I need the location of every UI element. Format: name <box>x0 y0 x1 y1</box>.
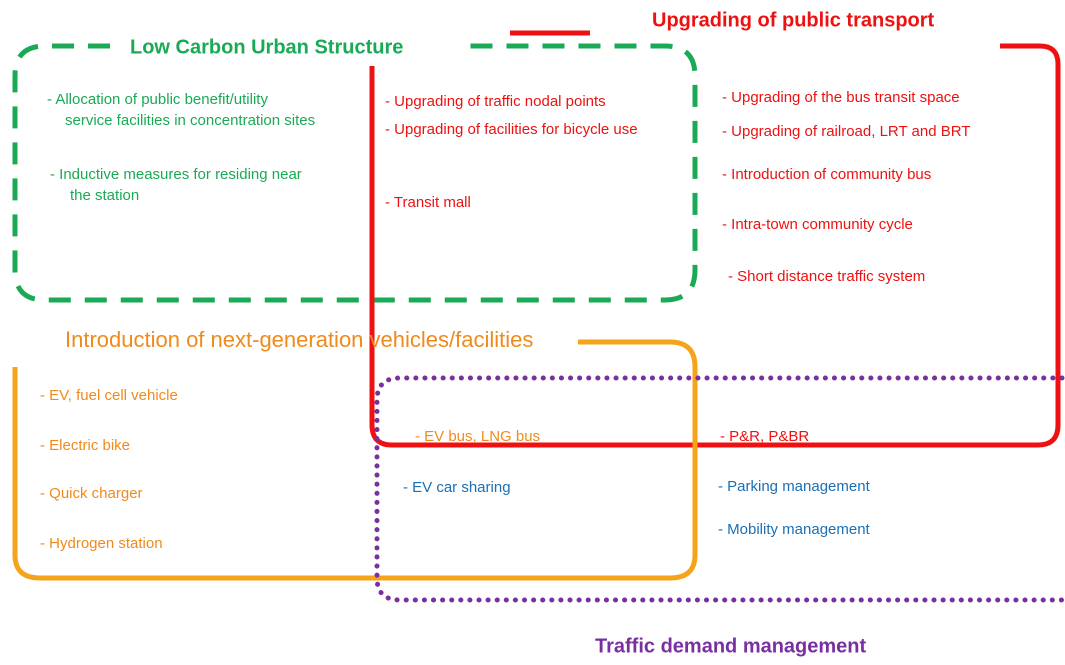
orange-box <box>12 339 698 581</box>
item-text: - Electric bike <box>40 437 130 454</box>
item-text: - Short distance traffic system <box>728 268 925 285</box>
item-text: - Allocation of public benefit/utility <box>47 91 268 108</box>
item-text: - Upgrading of facilities for bicycle us… <box>385 121 638 138</box>
group-title: Introduction of next-generation vehicles… <box>65 327 533 352</box>
group-title: Upgrading of public transport <box>652 9 935 31</box>
item-text: - Mobility management <box>718 521 871 538</box>
item-text: - Transit mall <box>385 194 471 211</box>
item-text: - Introduction of community bus <box>722 166 931 183</box>
item-text: the station <box>70 187 139 204</box>
green-box <box>12 43 698 303</box>
group-title: Traffic demand management <box>595 635 867 657</box>
item-text: - EV, fuel cell vehicle <box>40 387 178 404</box>
item-text: - EV car sharing <box>403 479 511 496</box>
item-text: - Quick charger <box>40 485 143 502</box>
item-text: - Inductive measures for residing near <box>50 166 302 183</box>
group-title: Low Carbon Urban Structure <box>130 36 403 58</box>
item-text: - Intra-town community cycle <box>722 216 913 233</box>
item-text: - EV bus, LNG bus <box>415 428 540 445</box>
item-text: - Upgrading of railroad, LRT and BRT <box>722 123 970 140</box>
item-text: - Hydrogen station <box>40 535 163 552</box>
item-text: - P&R, P&BR <box>720 428 809 445</box>
purple-box <box>374 375 1065 603</box>
item-text: service facilities in concentration site… <box>65 112 315 129</box>
item-text: - Upgrading of the bus transit space <box>722 89 960 106</box>
item-text: - Parking management <box>718 478 871 495</box>
item-text: - Upgrading of traffic nodal points <box>385 93 606 110</box>
